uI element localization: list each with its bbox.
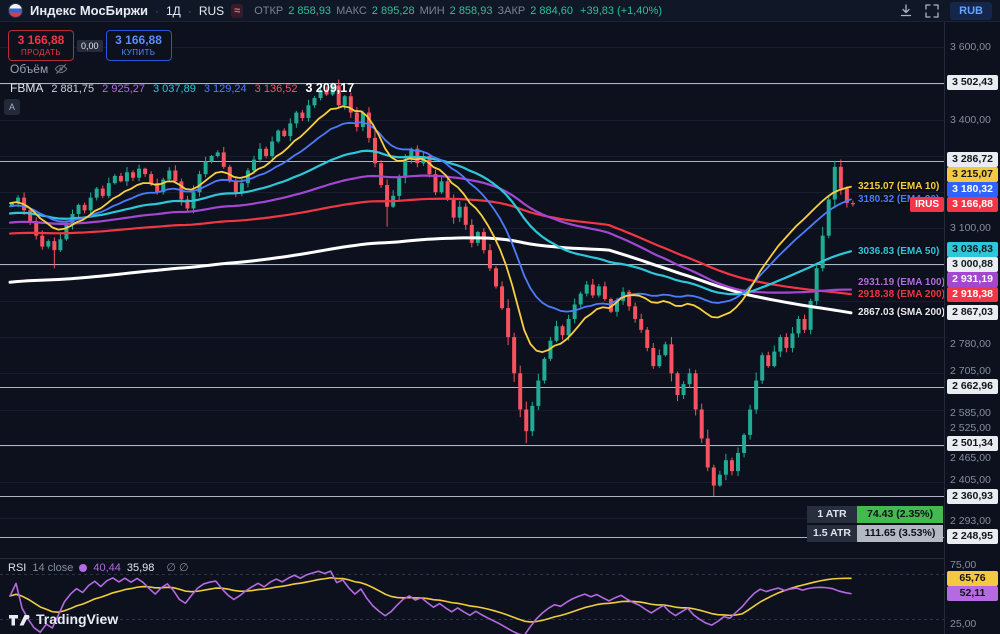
- price-badge: 2 918,38: [947, 286, 998, 302]
- high-label: МАКС: [336, 4, 367, 17]
- fbma-value: 3 037,89: [153, 83, 196, 95]
- main-chart-canvas[interactable]: [0, 22, 945, 634]
- price-badge: 2 867,03: [947, 305, 998, 321]
- topbar: Индекс МосБиржи · 1Д · RUS ≈ ОТКР 2 858,…: [0, 0, 1000, 22]
- low-label: МИН: [419, 4, 445, 17]
- buy-label: КУПИТЬ: [121, 48, 156, 57]
- sell-button[interactable]: 3 166,88 ПРОДАТЬ: [8, 30, 74, 61]
- price-axis[interactable]: 2 248,95 2 293,00 2 360,93 2 405,00 2 465,00…: [944, 22, 1000, 634]
- price-tick: 3 400,00: [950, 113, 991, 126]
- price-badge: 2 662,96: [947, 379, 998, 395]
- price-badge: 2 360,93: [947, 488, 998, 504]
- fbma-value: 3 209,17: [305, 81, 355, 95]
- left-toolbar-toggle[interactable]: A: [4, 99, 20, 115]
- market-label: RUS: [198, 3, 225, 18]
- price-badge: 3 286,72: [947, 151, 998, 167]
- spread-value: 0,00: [77, 39, 103, 52]
- buy-price: 3 166,88: [115, 33, 162, 47]
- price-tick: 3 600,00: [950, 41, 991, 54]
- rsi-legend: RSI 14 close 40,44 35,98 ∅ ∅: [8, 561, 189, 575]
- open-value: 2 858,93: [288, 4, 332, 17]
- atr-15-label: 1.5 ATR: [807, 525, 857, 542]
- rsi-value: 35,98: [126, 561, 155, 574]
- atr-table: 1 ATR 74.43 (2.35%) 1.5 ATR 111.65 (3.53…: [807, 506, 943, 544]
- rsi-value: 40,44: [93, 561, 121, 574]
- change-value: +39,83 (+1,40%): [580, 4, 662, 17]
- price-badge: 3 036,83: [947, 241, 998, 257]
- buy-button[interactable]: 3 166,88 КУПИТЬ: [105, 30, 172, 61]
- atr-row: 1.5 ATR 111.65 (3.53%): [807, 525, 943, 542]
- price-tick: 2 405,00: [950, 474, 991, 487]
- symbol-title[interactable]: Индекс МосБиржи: [30, 3, 148, 18]
- price-tick: 2 465,00: [950, 452, 991, 465]
- volume-legend: Объём: [10, 62, 68, 76]
- ohlc-row: ОТКР 2 858,93 МАКС 2 895,28 МИН 2 858,93…: [254, 5, 573, 17]
- wave-icon[interactable]: ≈: [231, 3, 244, 18]
- download-icon[interactable]: [898, 3, 914, 19]
- topbar-right: RUB: [898, 1, 992, 20]
- timeframe-button[interactable]: 1Д: [166, 3, 181, 18]
- low-value: 2 858,93: [449, 4, 493, 17]
- symbol-price-tag: IRUS: [910, 196, 944, 212]
- trade-panel: 3 166,88 ПРОДАТЬ 0,00 3 166,88 КУПИТЬ: [8, 30, 172, 61]
- price-badge: 52,11: [947, 586, 998, 602]
- atr-1-value: 74.43 (2.35%): [857, 506, 943, 523]
- ma-value-label: 2931.19 (EMA 100): [858, 276, 945, 288]
- fbma-value: 2 881,75: [51, 83, 95, 95]
- fullscreen-icon[interactable]: [924, 3, 940, 19]
- open-label: ОТКР: [254, 4, 284, 17]
- high-value: 2 895,28: [371, 4, 415, 17]
- price-tick: 3 100,00: [950, 222, 991, 235]
- fbma-name: FBMA: [10, 81, 44, 95]
- atr-1-label: 1 ATR: [807, 506, 857, 523]
- price-badge: 3 166,88: [947, 196, 998, 212]
- fbma-values: 2 881,75 2 925,27 3 037,89 3 129,24 3 136,52…: [51, 81, 362, 95]
- price-badge: 2 248,95: [947, 529, 998, 545]
- price-badge: 2 931,19: [947, 271, 998, 287]
- rsi-name: RSI: [8, 561, 27, 574]
- fbma-value: 3 129,24: [203, 83, 247, 95]
- sell-price: 3 166,88: [17, 33, 65, 47]
- price-tick: 2 780,00: [950, 338, 991, 351]
- ma-value-label: 3215.07 (EMA 10): [858, 181, 940, 193]
- price-tick: 2 525,00: [950, 422, 991, 435]
- price-tick: 2 293,00: [950, 514, 991, 527]
- currency-button[interactable]: RUB: [950, 1, 992, 20]
- volume-label: Объём: [10, 62, 49, 76]
- ma-value-label: 3036.83 (EMA 50): [858, 245, 940, 257]
- price-badge: 2 501,34: [947, 435, 998, 451]
- tradingview-mark-icon: [9, 614, 30, 625]
- ma-value-label: 2918.38 (EMA 200): [858, 288, 945, 300]
- separator: ·: [155, 3, 159, 18]
- separator: ·: [187, 3, 192, 18]
- close-value: 2 884,60: [530, 4, 574, 17]
- sell-label: ПРОДАТЬ: [20, 48, 62, 57]
- tradingview-wordmark: TradingView: [36, 611, 119, 627]
- fbma-value: 2 925,27: [102, 83, 145, 95]
- price-tick: 25,00: [950, 618, 977, 631]
- rsi-values: 40,44 35,98: [93, 562, 160, 574]
- fbma-legend: FBMA 2 881,75 2 925,27 3 037,89 3 129,24 3 1…: [10, 81, 362, 95]
- russia-flag-icon: [8, 3, 23, 18]
- fbma-value: 3 136,52: [254, 83, 298, 95]
- atr-15-value: 111.65 (3.53%): [857, 525, 943, 542]
- price-badge: 3 502,43: [947, 75, 998, 91]
- ma-value-label: 3180.32 (EMA 20): [858, 193, 940, 205]
- close-label: ЗАКР: [497, 4, 526, 17]
- price-tick: 2 705,00: [950, 365, 991, 378]
- rsi-params: 14 close: [32, 561, 74, 574]
- price-badge: 3 180,32: [947, 181, 998, 197]
- eye-off-icon[interactable]: [54, 62, 68, 76]
- atr-row: 1 ATR 74.43 (2.35%): [807, 506, 943, 523]
- tradingview-logo[interactable]: TradingView: [8, 611, 118, 627]
- price-badge: 3 215,07: [947, 166, 998, 182]
- price-badge: 3 000,88: [947, 256, 998, 272]
- price-tick: 75,00: [950, 559, 977, 572]
- price-badge: 65,76: [947, 570, 998, 586]
- price-tick: 2 585,00: [950, 407, 991, 420]
- rsi-color-dot: [79, 563, 88, 572]
- rsi-extra-icons: ∅ ∅: [166, 562, 189, 574]
- ma-value-label: 2867.03 (SMA 200): [858, 307, 945, 319]
